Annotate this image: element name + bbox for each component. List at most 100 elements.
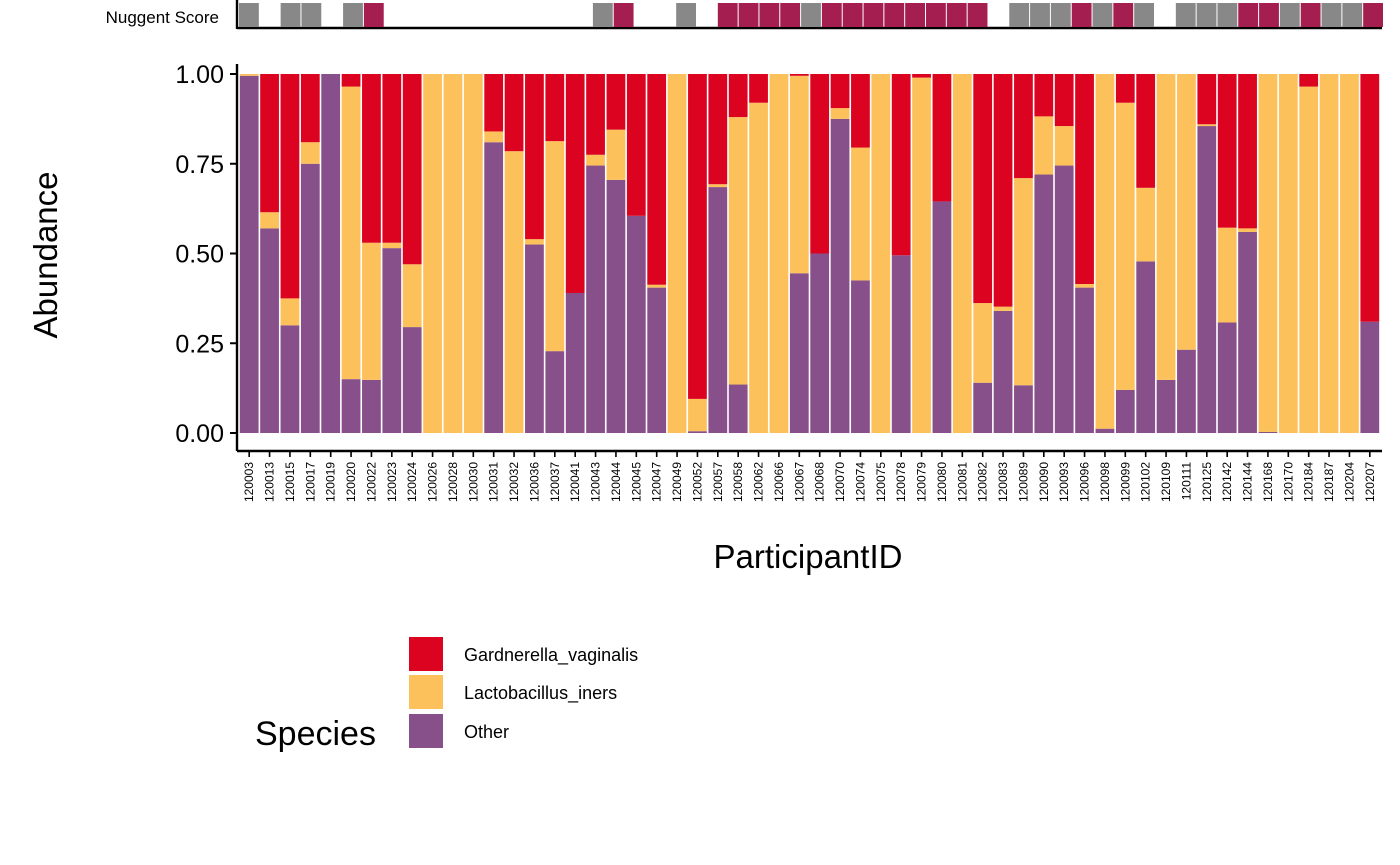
x-tick-label: 120044 [609,462,623,502]
x-tick-label: 120096 [1078,462,1092,502]
bar-segment-120030-lactobacillus-iners [463,74,483,433]
bar-segment-120013-lactobacillus-iners [260,212,279,229]
x-tick-label: 120075 [874,462,888,502]
bar-segment-120062-gardnerella-vaginalis [749,74,768,103]
bar-segment-120074-gardnerella-vaginalis [851,74,870,148]
bar-segment-120045-other [626,215,646,433]
bar-segment-120083-gardnerella-vaginalis [993,74,1013,307]
bar-segment-120184-lactobacillus-iners [1299,86,1319,433]
bar-segment-120142-other [1217,322,1237,433]
strip-cell-crimson [738,3,759,27]
bar-segment-120093-lactobacillus-iners [1054,126,1074,166]
bar-segment-120075-lactobacillus-iners [871,74,891,433]
bar-segment-120098-other [1095,428,1115,433]
y-tick-label: 0.50 [175,241,224,269]
legend-label-other: Other [464,722,509,742]
strip-cell-gray [343,3,363,27]
strip-cell-gray [1050,3,1071,27]
x-tick-label: 120020 [344,462,358,502]
bar-segment-120090-lactobacillus-iners [1034,116,1054,175]
x-tick-label: 120041 [568,462,582,502]
x-tick-label: 120074 [853,462,867,502]
bar-segment-120102-lactobacillus-iners [1136,187,1156,262]
x-tick-label: 120013 [263,462,277,502]
strip-cell-crimson [759,3,780,27]
strip-cell-gray [1030,3,1050,27]
x-tick-label: 120036 [527,462,541,502]
bar-segment-120067-other [789,273,809,433]
x-tick-label: 120037 [548,462,562,502]
bar-segment-120090-other [1034,174,1054,433]
x-tick-label: 120022 [364,462,378,502]
bar-segment-120109-other [1156,379,1176,433]
bar-segment-120026-lactobacillus-iners [423,74,442,433]
bar-segment-120036-gardnerella-vaginalis [525,74,544,240]
bar-segment-120098-lactobacillus-iners [1095,74,1115,429]
bar-segment-120024-other [402,327,422,433]
x-tick-label: 120083 [996,462,1010,502]
x-tick-label: 120003 [242,462,256,502]
bar-segment-120052-other [688,431,707,433]
x-tick-label: 120080 [935,462,949,502]
strip-cell-gray [1279,3,1300,27]
bar-segment-120125-other [1197,126,1217,433]
strip-cell-gray [280,3,301,27]
bar-segment-120089-other [1014,385,1033,433]
bar-segment-120020-gardnerella-vaginalis [341,74,361,87]
x-tick-label: 120090 [1037,462,1051,502]
stacked-bars [239,74,1380,434]
bar-segment-120017-lactobacillus-iners [300,142,320,164]
bar-segment-120068-other [810,253,830,433]
bar-segment-120074-other [851,280,870,433]
strip-cell-gray [1009,3,1030,27]
bar-segment-120022-gardnerella-vaginalis [362,74,381,243]
strip-cell-crimson [1259,3,1279,27]
bar-segment-120125-lactobacillus-iners [1197,124,1217,127]
x-tick-label: 120070 [833,462,847,502]
bar-segment-120057-lactobacillus-iners [708,184,728,188]
bar-segment-120057-gardnerella-vaginalis [708,74,728,185]
x-axis-title: ParticipantID [714,538,903,575]
bar-segment-120037-other [545,351,565,433]
y-axis-title: Abundance [27,172,64,339]
strip-cell-gray [1134,3,1154,27]
x-tick-label: 120078 [894,462,908,502]
strip-cell-crimson [821,3,842,27]
bar-segment-120044-gardnerella-vaginalis [606,74,626,130]
x-tick-label: 120184 [1302,462,1316,502]
bar-segment-120187-lactobacillus-iners [1319,74,1339,433]
strip-cell-crimson [926,3,946,27]
y-tick-label: 0.00 [175,420,224,448]
bar-segment-120067-gardnerella-vaginalis [789,74,809,76]
x-tick-label: 120030 [466,462,480,502]
strip-cell-gray [1092,3,1113,27]
strip-cell-gray [676,3,696,27]
x-tick-label: 120142 [1220,462,1234,502]
bar-segment-120032-gardnerella-vaginalis [504,74,524,152]
bar-segment-120031-lactobacillus-iners [484,131,504,143]
bar-segment-120066-lactobacillus-iners [769,74,789,433]
y-axis: 0.00 0.25 0.50 0.75 1.00 [175,61,239,451]
bar-segment-120044-lactobacillus-iners [606,129,626,180]
x-tick-label: 120026 [426,462,440,502]
x-tick-label: 120082 [976,462,990,502]
x-tick-label: 120207 [1363,462,1377,502]
x-tick-label: 120098 [1098,462,1112,502]
bar-segment-120049-lactobacillus-iners [667,74,687,433]
strip-cell-gray [239,3,259,27]
legend-swatch-lactobacillus-iners [409,675,443,709]
x-tick-label: 120204 [1342,462,1356,502]
x-tick-label: 120015 [283,462,297,502]
bar-segment-120043-gardnerella-vaginalis [586,74,605,155]
strip-cell-crimson [1071,3,1092,27]
x-tick-label: 120066 [772,462,786,502]
bar-segment-120096-other [1075,287,1094,433]
x-tick-label: 120081 [955,462,969,502]
bar-segment-120102-gardnerella-vaginalis [1136,74,1156,188]
bar-segment-120058-other [728,384,748,433]
bar-segment-120096-gardnerella-vaginalis [1075,74,1094,285]
bar-segment-120024-gardnerella-vaginalis [402,74,422,265]
bar-segment-120111-lactobacillus-iners [1177,74,1196,350]
legend-swatch-other [409,714,443,748]
bar-segment-120083-other [993,310,1013,433]
